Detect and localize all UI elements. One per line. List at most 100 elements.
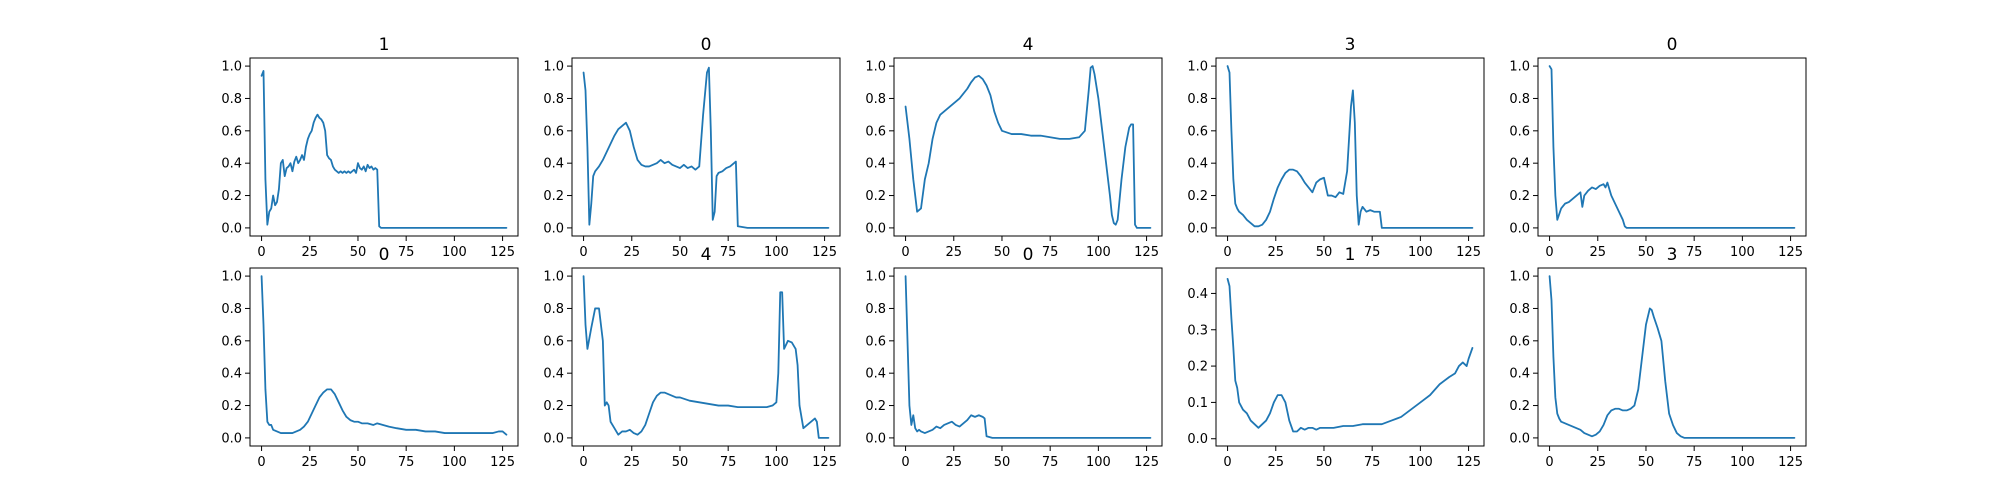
y-tick-label: 0.0: [865, 221, 886, 236]
y-tick-label: 0.8: [221, 92, 242, 107]
axes-frame: [249, 57, 519, 237]
y-tick-label: 0.2: [865, 189, 886, 204]
x-tick-label: 75: [1042, 455, 1059, 470]
subplot-title: 4: [701, 245, 712, 265]
y-tick-label: 0.2: [543, 189, 564, 204]
subplot-title: 3: [1667, 245, 1678, 265]
y-tick-label: 0.0: [221, 221, 242, 236]
y-tick-label: 0.8: [865, 302, 886, 317]
subplot-title: 0: [1023, 245, 1034, 265]
x-tick-label: 125: [1134, 245, 1159, 260]
x-tick-label: 50: [350, 245, 367, 260]
x-tick-label: 50: [1316, 455, 1333, 470]
x-tick-label: 75: [398, 455, 415, 470]
y-tick-label: 1.0: [221, 270, 242, 285]
series-line: [260, 70, 508, 229]
y-tick-label: 0.0: [1187, 221, 1208, 236]
y-tick-label: 0.8: [1509, 92, 1530, 107]
y-tick-label: 1.0: [1187, 60, 1208, 75]
x-tick-label: 0: [257, 455, 265, 470]
y-tick-label: 1.0: [543, 270, 564, 285]
subplot-10: 0 25 50 75 100 125 0.0 0.2 0.4 0.6 0.8 1.0 3: [1509, 245, 1807, 470]
y-tick-label: 0.0: [1509, 431, 1530, 446]
subplot-title: 1: [379, 35, 390, 55]
y-tick-label: 0.8: [865, 92, 886, 107]
x-tick-label: 100: [1730, 245, 1755, 260]
x-tick-label: 100: [1086, 455, 1111, 470]
subplot-3: 0 25 50 75 100 125 0.0 0.2 0.4 0.6 0.8 1.0 4: [865, 35, 1163, 260]
x-tick-label: 50: [1638, 455, 1655, 470]
subplot-6: 0 25 50 75 100 125 0.0 0.2 0.4 0.6 0.8 1.0 0: [221, 245, 519, 470]
y-tick-label: 0.4: [865, 157, 886, 172]
x-tick-label: 100: [764, 455, 789, 470]
subplot-2: 0 25 50 75 100 125 0.0 0.2 0.4 0.6 0.8 1.0 0: [543, 35, 841, 260]
y-tick-label: 0.2: [221, 189, 242, 204]
x-tick-label: 125: [490, 455, 515, 470]
x-tick-label: 100: [442, 455, 467, 470]
y-tick-label: 0.8: [543, 302, 564, 317]
axes-frame: [1215, 267, 1485, 447]
x-tick-label: 100: [1408, 245, 1433, 260]
axes-frame: [1537, 57, 1807, 237]
y-tick-label: 0.6: [221, 334, 242, 349]
y-tick-label: 0.1: [1187, 396, 1208, 411]
y-tick-label: 0.4: [1509, 367, 1530, 382]
axes-frame: [1215, 57, 1485, 237]
x-tick-label: 25: [1589, 245, 1606, 260]
x-tick-label: 100: [1408, 455, 1433, 470]
x-tick-label: 0: [579, 245, 587, 260]
y-tick-label: 0.2: [865, 399, 886, 414]
x-tick-label: 125: [812, 245, 837, 260]
x-tick-label: 50: [672, 455, 689, 470]
y-tick-label: 0.2: [1187, 360, 1208, 375]
y-tick-label: 0.0: [543, 431, 564, 446]
y-tick-label: 0.0: [1509, 221, 1530, 236]
subplot-5: 0 25 50 75 100 125 0.0 0.2 0.4 0.6 0.8 1.0 0: [1509, 35, 1807, 260]
x-tick-label: 100: [1086, 245, 1111, 260]
subplot-title: 1: [1345, 245, 1356, 265]
y-tick-label: 0.4: [543, 157, 564, 172]
axes-frame: [893, 57, 1163, 237]
x-tick-label: 125: [1456, 455, 1481, 470]
y-tick-label: 0.4: [865, 367, 886, 382]
y-tick-label: 0.3: [1187, 323, 1208, 338]
y-tick-label: 0.0: [221, 431, 242, 446]
y-tick-label: 0.6: [865, 334, 886, 349]
axes-frame: [571, 267, 841, 447]
y-tick-label: 0.4: [221, 367, 242, 382]
x-tick-label: 0: [1545, 455, 1553, 470]
x-tick-label: 75: [1364, 245, 1381, 260]
x-tick-label: 125: [1134, 455, 1159, 470]
series-line: [260, 275, 508, 436]
x-tick-label: 75: [1042, 245, 1059, 260]
x-tick-label: 0: [901, 245, 909, 260]
y-tick-label: 0.2: [221, 399, 242, 414]
y-tick-label: 0.2: [1509, 399, 1530, 414]
y-tick-label: 0.0: [865, 431, 886, 446]
y-tick-label: 0.4: [221, 157, 242, 172]
x-tick-label: 25: [301, 455, 318, 470]
series-line: [582, 66, 830, 229]
x-tick-label: 25: [1589, 455, 1606, 470]
y-tick-label: 0.6: [1509, 334, 1530, 349]
x-tick-label: 100: [1730, 455, 1755, 470]
y-tick-label: 0.6: [221, 124, 242, 139]
axes-frame: [1537, 267, 1807, 447]
y-tick-label: 0.2: [1509, 189, 1530, 204]
subplot-8: 0 25 50 75 100 125 0.0 0.2 0.4 0.6 0.8 1.0 0: [865, 245, 1163, 470]
y-tick-label: 0.2: [1187, 189, 1208, 204]
y-tick-label: 0.0: [543, 221, 564, 236]
series-line: [1226, 278, 1474, 433]
subplot-title: 3: [1345, 35, 1356, 55]
series-line: [904, 65, 1152, 229]
x-tick-label: 125: [812, 455, 837, 470]
y-tick-label: 0.4: [1509, 157, 1530, 172]
y-tick-label: 1.0: [543, 60, 564, 75]
x-tick-label: 0: [1545, 245, 1553, 260]
y-tick-label: 1.0: [1509, 60, 1530, 75]
y-tick-label: 0.6: [543, 124, 564, 139]
y-tick-label: 1.0: [1509, 270, 1530, 285]
x-tick-label: 25: [945, 245, 962, 260]
